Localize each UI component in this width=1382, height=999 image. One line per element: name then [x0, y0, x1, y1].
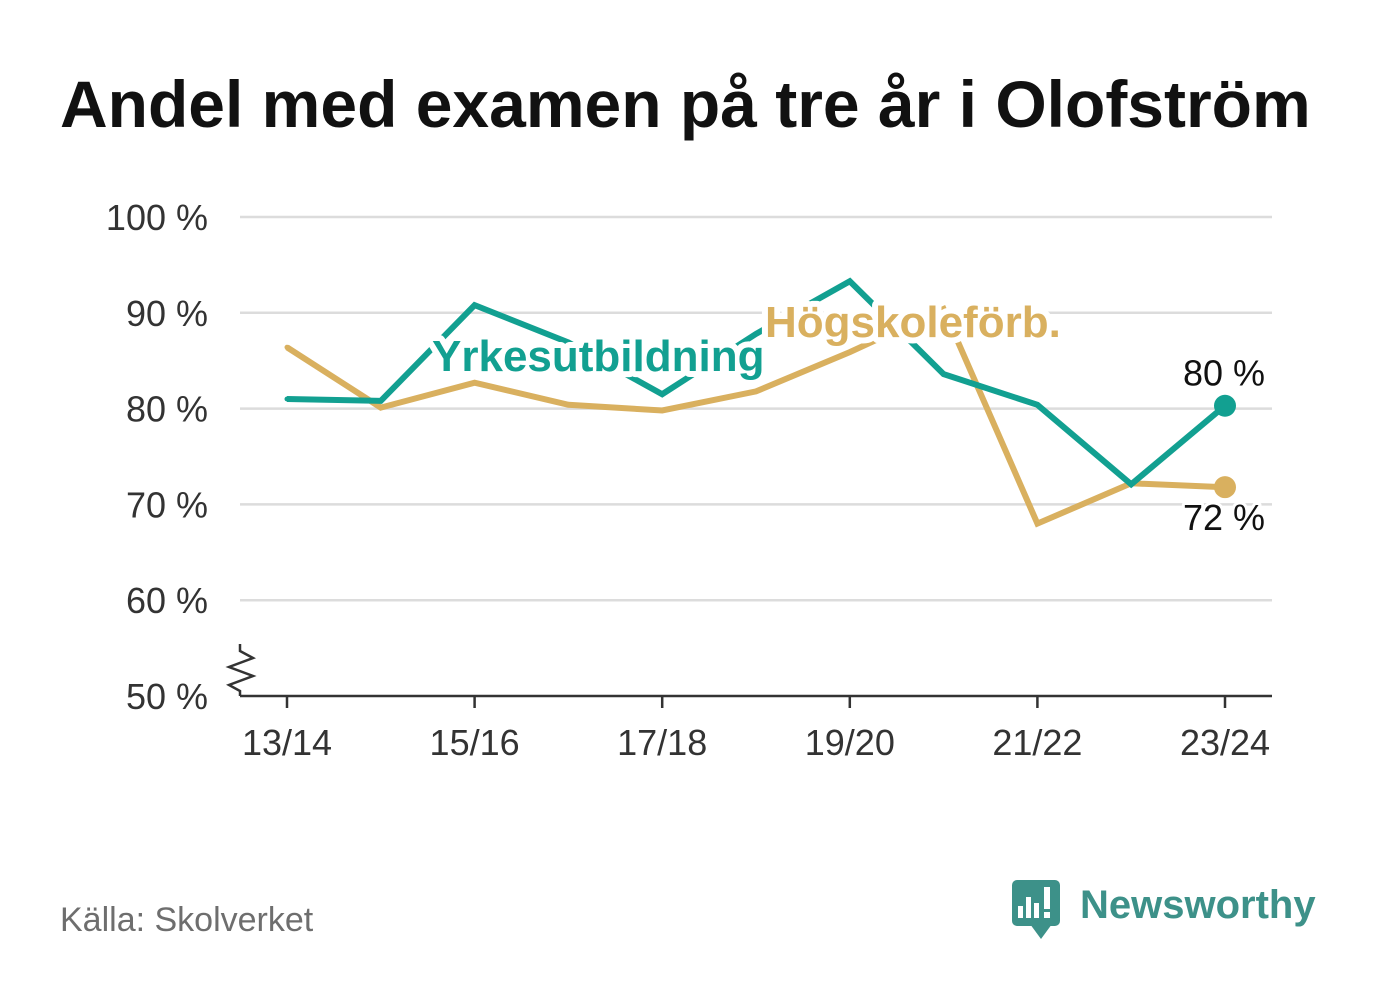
- series-end-markers: 80 % 72 %: [1180, 350, 1268, 541]
- newsworthy-logo-icon: [1012, 880, 1060, 939]
- series-lines: [284, 277, 1228, 528]
- y-tick-label: 60 %: [126, 580, 208, 621]
- x-tick-label: 21/22: [992, 722, 1082, 763]
- series-end-dot: [1214, 476, 1236, 499]
- data-point: [847, 349, 853, 355]
- x-tick-label: 19/20: [805, 722, 895, 763]
- x-tick-label: 23/24: [1180, 722, 1270, 763]
- source-note: Källa: Skolverket: [60, 901, 314, 939]
- data-point: [284, 396, 290, 402]
- x-tick-label: 17/18: [617, 722, 707, 763]
- data-point: [659, 408, 665, 414]
- series-end-label: 80 %: [1183, 353, 1265, 394]
- gridlines: [240, 215, 1272, 602]
- data-point: [284, 344, 290, 350]
- y-tick-label: 50 %: [126, 676, 208, 717]
- data-point: [565, 339, 571, 345]
- y-tick-label: 90 %: [126, 293, 208, 334]
- data-point: [1034, 521, 1040, 527]
- series-end-dot: [1214, 394, 1236, 417]
- data-point: [1034, 402, 1040, 408]
- series-label: Yrkesutbildning: [432, 332, 764, 381]
- data-point: [941, 371, 947, 377]
- data-point: [847, 278, 853, 284]
- y-tick-label: 70 %: [126, 484, 208, 525]
- x-axis: 13/14 15/16 17/18 19/20 21/22 23/24: [240, 694, 1272, 763]
- series-end-label: 72 %: [1183, 497, 1265, 538]
- y-tick-label: 100 %: [106, 197, 208, 238]
- data-point: [472, 302, 478, 308]
- x-tick-label: 15/16: [430, 722, 520, 763]
- data-point: [659, 391, 665, 397]
- chart-title: Andel med examen på tre år i Olofström: [60, 67, 1311, 141]
- data-point: [472, 380, 478, 386]
- data-point: [1128, 481, 1134, 487]
- data-point: [378, 398, 384, 404]
- data-point: [941, 306, 947, 312]
- data-point: [378, 405, 384, 411]
- y-tick-label: 80 %: [126, 389, 208, 430]
- brand-name: Newsworthy: [1080, 883, 1316, 927]
- data-point: [565, 402, 571, 408]
- data-point: [753, 388, 759, 394]
- x-tick-label: 13/14: [242, 722, 332, 763]
- data-point: [753, 331, 759, 337]
- newsworthy-logo: Newsworthy: [1012, 880, 1316, 939]
- y-axis: 100 % 90 % 80 % 70 % 60 % 50 %: [106, 197, 257, 717]
- axis-break-icon: [225, 644, 257, 696]
- series-label: Högskoleförb.: [765, 298, 1061, 347]
